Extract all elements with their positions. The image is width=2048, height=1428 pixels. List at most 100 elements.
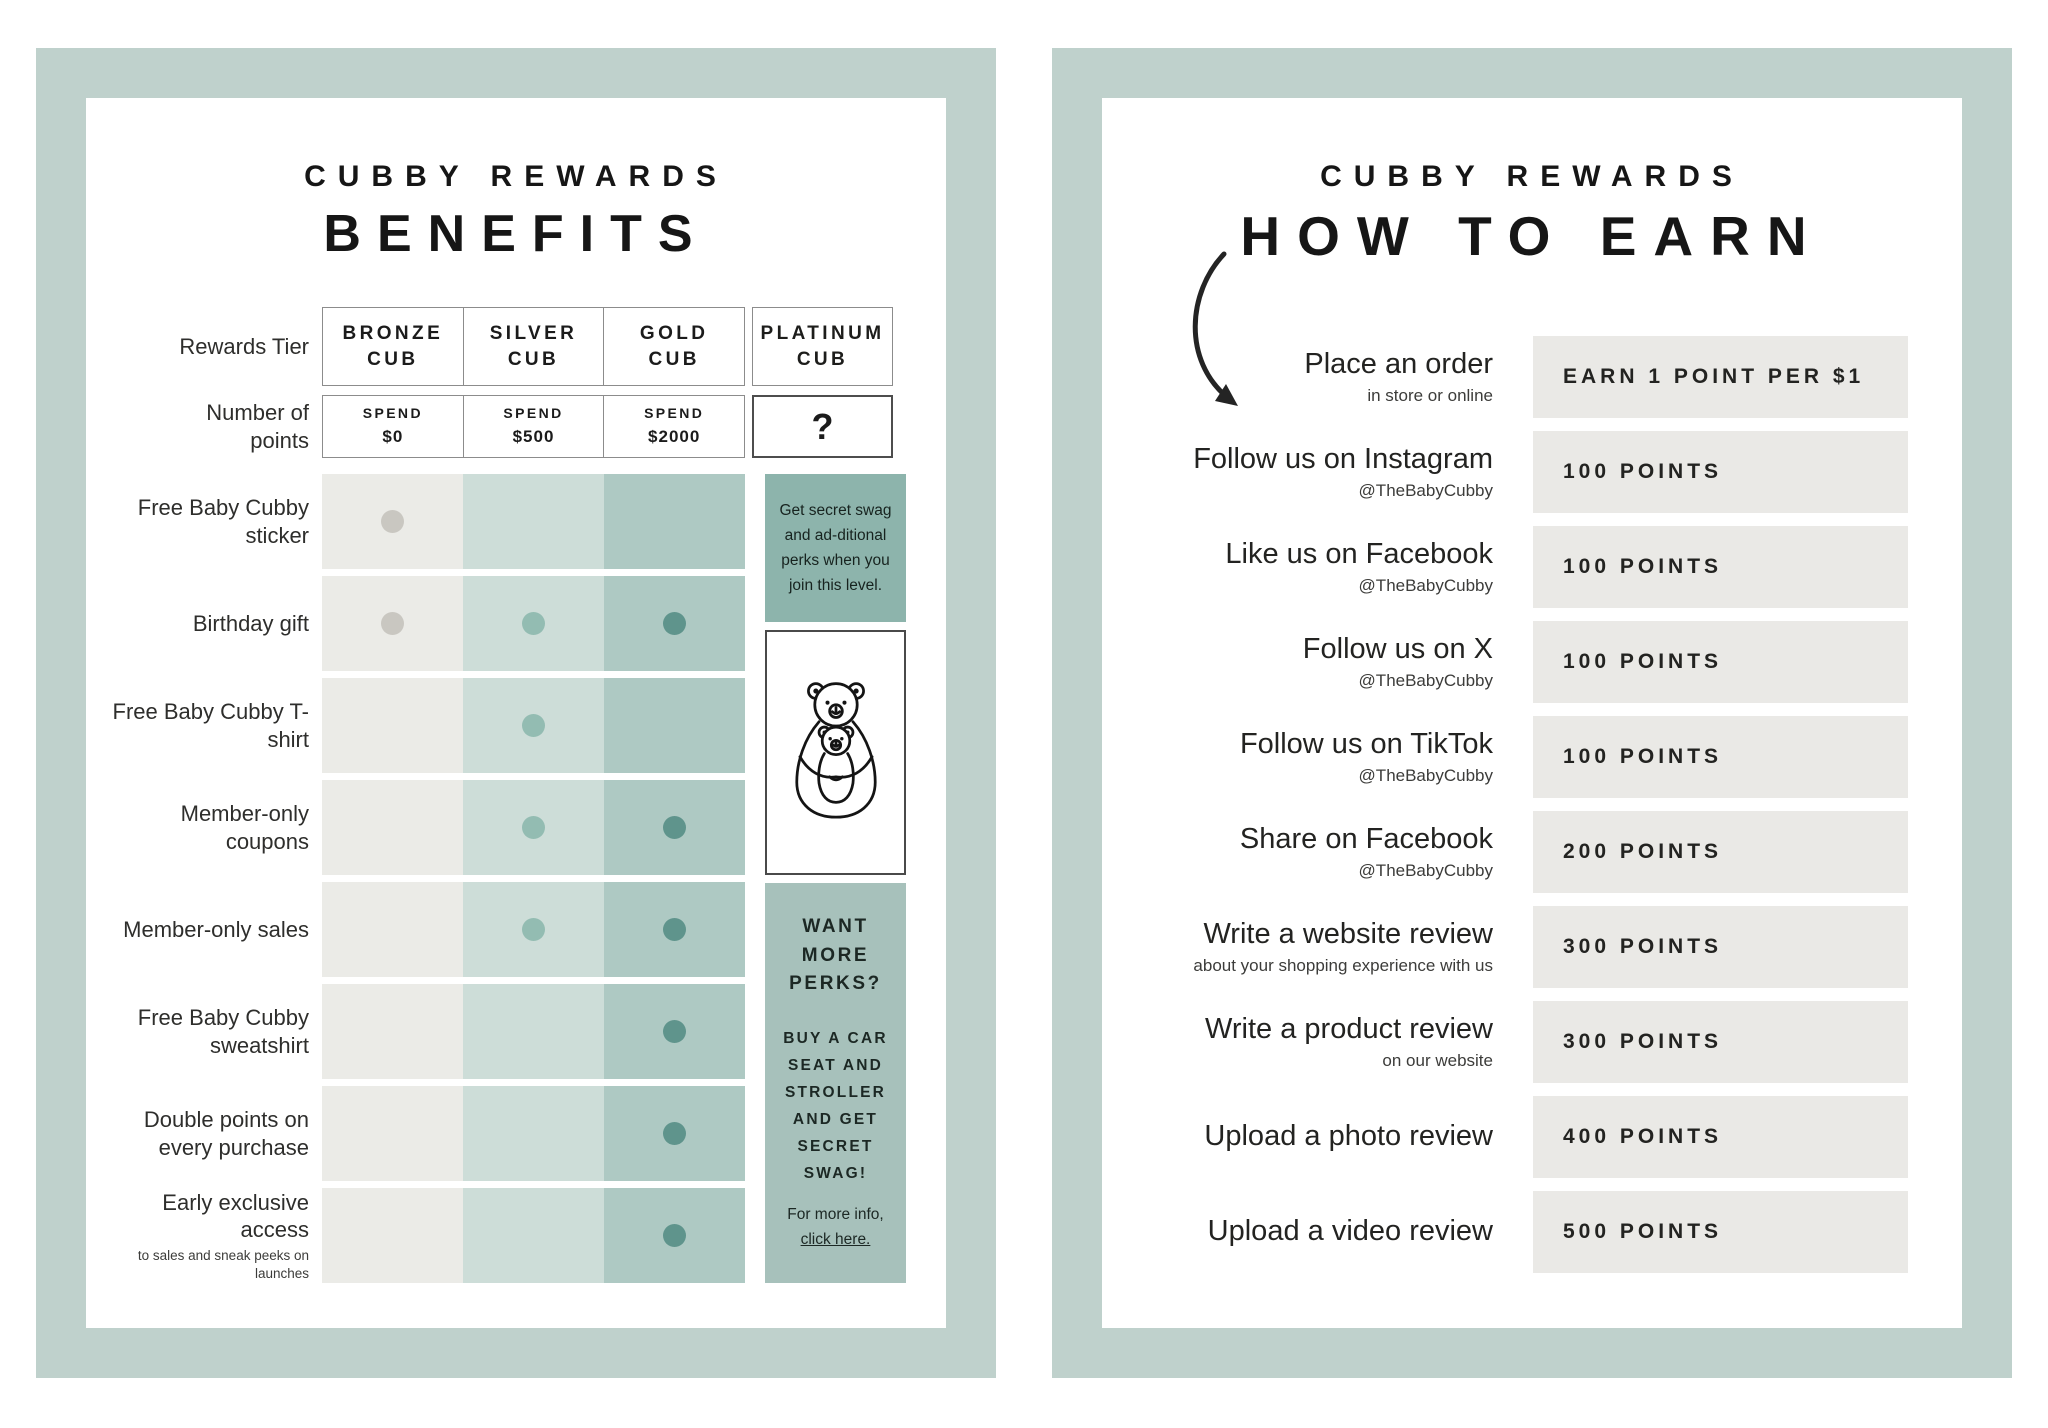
benefit-row: Double points on every purchase (86, 1086, 906, 1181)
benefit-cell-gold (604, 984, 745, 1079)
benefit-dot-gold (663, 612, 686, 635)
earn-panel-inner: CUBBY REWARDS HOW TO EARN Place an order… (1102, 98, 1962, 1328)
points-value: 100 POINTS (1563, 650, 1723, 673)
earn-row: Upload a video review 500 POINTS (1102, 1191, 1962, 1273)
earn-label-subtext: @TheBabyCubby (1358, 860, 1493, 880)
spend-bronze: SPEND $0 (323, 396, 463, 457)
benefit-label: Free Baby Cubby sweatshirt (86, 984, 322, 1079)
earn-row: Follow us on Instagram @TheBabyCubby 100 P… (1102, 431, 1962, 513)
benefit-cell-gold (604, 1188, 745, 1283)
earn-label-text: Place an order (1304, 348, 1493, 381)
earn-label-subtext: @TheBabyCubby (1358, 670, 1493, 690)
points-box: 100 POINTS (1533, 621, 1908, 703)
earn-rows: Place an order in store or online EARN 1 P… (1102, 336, 1962, 1286)
platinum-column: Get secret swag and ad-ditional perks wh… (765, 474, 906, 1283)
benefits-panel: CUBBY REWARDS BENEFITS Rewards Tier BRON… (36, 48, 996, 1378)
earn-label: Like us on Facebook @TheBabyCubby (1102, 526, 1533, 608)
benefits-panel-inner: CUBBY REWARDS BENEFITS Rewards Tier BRON… (86, 98, 946, 1328)
earn-row: Follow us on TikTok @TheBabyCubby 100 POIN… (1102, 716, 1962, 798)
tier-row-label: Rewards Tier (179, 333, 309, 359)
benefits-grid: Free Baby Cubby sticker Birthday gift Free… (86, 474, 906, 1283)
earn-row: Place an order in store or online EARN 1 P… (1102, 336, 1962, 418)
benefits-title-block: CUBBY REWARDS BENEFITS (86, 160, 946, 264)
benefit-label: Early exclusive access to sales and sneak… (86, 1188, 322, 1283)
perks-info-text: For more info, (787, 1206, 884, 1224)
platinum-points-question-mark: ? (752, 395, 893, 458)
earn-label: Follow us on TikTok @TheBabyCubby (1102, 716, 1533, 798)
benefit-dot-silver (522, 612, 545, 635)
earn-label-subtext: @TheBabyCubby (1358, 765, 1493, 785)
benefit-cell-gold (604, 780, 745, 875)
points-box: 500 POINTS (1533, 1191, 1908, 1273)
points-box: 100 POINTS (1533, 716, 1908, 798)
benefit-label: Member-only coupons (86, 780, 322, 875)
points-value: 300 POINTS (1563, 1030, 1723, 1053)
benefit-cell-gold (604, 576, 745, 671)
platinum-perks-box: WANT MORE PERKS? BUY A CAR SEAT AND STRO… (765, 883, 906, 1283)
benefit-label-text: Free Baby Cubby T-shirt (112, 699, 309, 752)
earn-label-subtext: @TheBabyCubby (1358, 480, 1493, 500)
benefit-cell-bronze (322, 780, 463, 875)
benefits-title: BENEFITS (323, 205, 709, 263)
points-box: 400 POINTS (1533, 1096, 1908, 1178)
benefit-cell-silver (463, 678, 604, 773)
benefit-dot-silver (522, 816, 545, 839)
points-box: 100 POINTS (1533, 526, 1908, 608)
benefit-label-text: Free Baby Cubby sticker (137, 495, 309, 548)
benefit-label: Member-only sales (86, 882, 322, 977)
benefit-row: Early exclusive access to sales and sneak… (86, 1188, 906, 1283)
platinum-promo-box: Get secret swag and ad-ditional perks wh… (765, 474, 906, 622)
benefit-cell-silver (463, 474, 604, 569)
benefit-label: Free Baby Cubby sticker (86, 474, 322, 569)
points-box: EARN 1 POINT PER $1 (1533, 336, 1908, 418)
earn-label: Upload a video review (1102, 1191, 1533, 1273)
earn-label: Share on Facebook @TheBabyCubby (1102, 811, 1533, 893)
points-row-label-text: Number of points (206, 400, 309, 453)
platinum-promo-text: Get secret swag and ad-ditional perks wh… (779, 501, 892, 595)
benefit-dot-gold (663, 1224, 686, 1247)
earn-label-text: Follow us on Instagram (1193, 443, 1493, 476)
benefit-row: Free Baby Cubby T-shirt (86, 678, 906, 773)
spend-gold: SPEND $2000 (603, 396, 744, 457)
spend-amount: $2000 (648, 426, 701, 446)
benefit-label-text: Early exclusive access (162, 1189, 309, 1243)
benefit-cell-gold (604, 474, 745, 569)
benefit-dot-silver (522, 714, 545, 737)
benefit-cell-silver (463, 1188, 604, 1283)
benefit-cell-bronze (322, 678, 463, 773)
tier-header-bronze: BRONZE CUB (342, 322, 444, 370)
points-box: 300 POINTS (1533, 1001, 1908, 1083)
benefit-label-subtext: to sales and sneak peeks on launches (137, 1247, 309, 1281)
benefit-label: Double points on every purchase (86, 1086, 322, 1181)
points-box: 300 POINTS (1533, 906, 1908, 988)
benefit-dot-bronze (381, 510, 404, 533)
points-box: 200 POINTS (1533, 811, 1908, 893)
spend-label: SPEND (362, 405, 423, 422)
earn-panel: CUBBY REWARDS HOW TO EARN Place an order… (1052, 48, 2012, 1378)
points-value: EARN 1 POINT PER $1 (1563, 365, 1865, 388)
earn-label-subtext: @TheBabyCubby (1358, 575, 1493, 595)
points-box: 100 POINTS (1533, 431, 1908, 513)
benefit-cell-gold (604, 1086, 745, 1181)
perks-title: WANT MORE PERKS? (789, 916, 882, 995)
earn-row: Follow us on X @TheBabyCubby 100 POINTS (1102, 621, 1962, 703)
tier-header-platinum: PLATINUM CUB (752, 307, 893, 386)
earn-label: Place an order in store or online (1102, 336, 1533, 418)
benefit-cell-silver (463, 984, 604, 1079)
benefit-label-text: Birthday gift (192, 610, 309, 636)
spend-amount: $500 (512, 426, 555, 446)
earn-label-text: Write a website review (1203, 918, 1493, 951)
benefits-title-kicker: CUBBY REWARDS (304, 160, 728, 193)
spend-amount: $0 (382, 426, 404, 446)
tier-header-silver: SILVER CUB (462, 308, 604, 385)
points-value: 200 POINTS (1563, 840, 1723, 863)
benefit-dot-gold (663, 1122, 686, 1145)
click-here-link[interactable]: click here. (800, 1231, 871, 1249)
earn-label-text: Share on Facebook (1239, 823, 1493, 856)
earn-label-text: Like us on Facebook (1225, 538, 1493, 571)
earn-label: Follow us on X @TheBabyCubby (1102, 621, 1533, 703)
benefit-row: Member-only coupons (86, 780, 906, 875)
benefit-dot-gold (663, 918, 686, 941)
benefit-label: Birthday gift (86, 576, 322, 671)
